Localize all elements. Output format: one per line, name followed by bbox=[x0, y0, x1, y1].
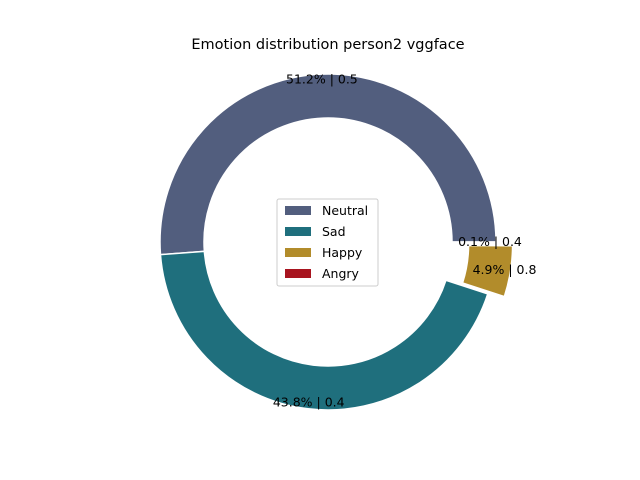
slice-happy bbox=[461, 244, 514, 298]
legend-label-neutral: Neutral bbox=[322, 203, 368, 218]
legend-swatch-sad bbox=[285, 227, 311, 236]
chart-title: Emotion distribution person2 vggface bbox=[191, 37, 464, 53]
slice-labels: 51.2% | 0.5 43.8% | 0.4 4.9% | 0.8 0.1% | 0… bbox=[273, 72, 537, 410]
slice-label-neutral: 51.2% | 0.5 bbox=[286, 72, 358, 87]
slice-label-angry: 0.1% | 0.4 bbox=[458, 234, 522, 249]
slice-neutral bbox=[159, 73, 497, 256]
legend: Neutral Sad Happy Angry bbox=[276, 198, 379, 287]
legend-swatch-neutral bbox=[285, 206, 311, 215]
legend-frame bbox=[276, 198, 379, 287]
legend-swatch-angry bbox=[285, 269, 311, 278]
donut-slices bbox=[159, 73, 514, 411]
slice-label-happy: 4.9% | 0.8 bbox=[473, 262, 537, 277]
legend-label-sad: Sad bbox=[322, 224, 346, 239]
slice-label-sad: 43.8% | 0.4 bbox=[273, 394, 345, 409]
legend-swatch-happy bbox=[285, 248, 311, 257]
slice-sad bbox=[159, 250, 489, 411]
slice-angry bbox=[451, 241, 497, 244]
legend-label-happy: Happy bbox=[322, 245, 363, 260]
legend-label-angry: Angry bbox=[322, 266, 360, 281]
